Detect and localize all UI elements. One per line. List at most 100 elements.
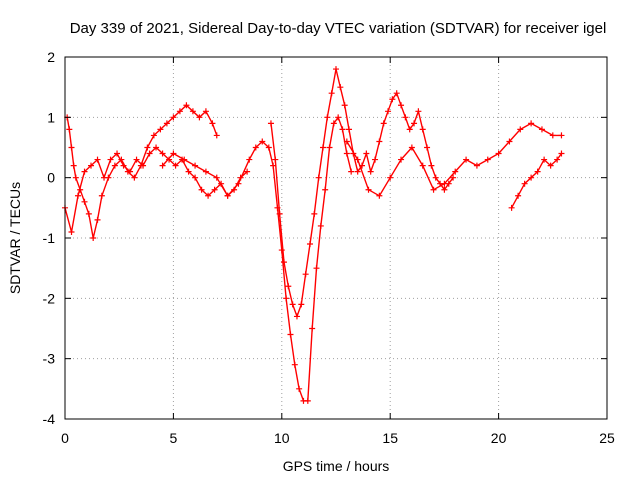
data-point — [428, 162, 435, 169]
data-point — [506, 138, 513, 145]
data-point — [343, 138, 350, 145]
data-point — [90, 235, 97, 241]
data-point — [140, 162, 147, 169]
data-point — [376, 138, 383, 145]
data-point — [276, 210, 283, 217]
data-point — [157, 126, 164, 133]
data-point — [315, 174, 322, 181]
data-point — [452, 168, 459, 175]
data-point — [311, 210, 318, 217]
data-point — [196, 114, 203, 121]
data-point — [517, 126, 524, 133]
data-point — [408, 144, 415, 151]
data-point — [120, 162, 127, 169]
data-point — [343, 150, 350, 157]
data-point — [372, 156, 379, 163]
data-point — [333, 66, 339, 73]
data-point — [213, 174, 220, 181]
y-tick-label: -2 — [43, 290, 56, 306]
data-point — [259, 138, 266, 145]
data-point — [131, 174, 138, 181]
data-point — [213, 132, 220, 139]
data-point — [265, 144, 272, 151]
data-point — [521, 180, 528, 187]
data-point — [98, 192, 105, 199]
data-point — [244, 168, 251, 175]
data-point — [70, 162, 77, 169]
data-point — [296, 385, 303, 392]
data-point — [367, 168, 374, 175]
data-point — [363, 150, 370, 157]
x-tick-label: 20 — [491, 430, 507, 446]
data-point — [424, 144, 431, 151]
data-point — [398, 102, 405, 109]
data-point — [380, 120, 387, 127]
data-point — [387, 174, 394, 181]
data-point — [495, 150, 502, 157]
data-point — [463, 156, 470, 163]
series-6 — [508, 150, 565, 211]
data-point — [163, 120, 170, 127]
x-tick-label: 5 — [170, 430, 178, 446]
data-point — [101, 174, 108, 181]
data-point — [170, 150, 177, 157]
data-point — [170, 114, 177, 121]
x-tick-label: 25 — [599, 430, 615, 446]
y-axis-label: SDTVAR / TECUs — [7, 182, 23, 294]
data-point — [450, 174, 457, 181]
data-point — [211, 186, 218, 193]
data-point — [419, 126, 426, 133]
data-point — [528, 120, 535, 127]
y-tick-label: -1 — [43, 230, 56, 246]
data-point — [159, 150, 166, 157]
data-point — [114, 150, 121, 157]
data-point — [541, 156, 548, 163]
data-point — [150, 132, 157, 139]
data-point — [68, 228, 75, 235]
data-point — [317, 222, 324, 229]
data-point — [328, 90, 335, 97]
data-point — [289, 301, 296, 308]
data-point — [293, 313, 300, 320]
data-point — [365, 186, 372, 193]
series-trace — [66, 104, 218, 239]
data-point — [209, 120, 216, 127]
data-point — [81, 168, 88, 175]
series-3 — [159, 114, 355, 404]
data-point — [393, 90, 400, 97]
data-point — [313, 265, 320, 272]
series-trace — [270, 68, 454, 318]
data-point — [107, 156, 114, 163]
data-point — [202, 108, 209, 115]
data-point — [484, 156, 491, 163]
y-tick-label: 2 — [47, 49, 55, 65]
data-point — [192, 162, 199, 169]
series-4 — [267, 66, 457, 320]
data-point — [280, 259, 287, 266]
data-point — [302, 271, 309, 278]
data-point — [198, 186, 205, 193]
data-point — [278, 247, 285, 254]
y-tick-label: 1 — [47, 109, 55, 125]
series-5 — [343, 120, 565, 199]
data-point — [337, 84, 344, 91]
data-point — [549, 132, 556, 139]
data-point — [283, 295, 290, 302]
series-trace — [162, 116, 352, 402]
data-point — [133, 156, 140, 163]
data-point — [85, 210, 92, 217]
data-point — [183, 102, 190, 109]
data-point — [298, 301, 305, 308]
data-point — [385, 108, 392, 115]
data-point — [508, 204, 515, 211]
x-axis-label: GPS time / hours — [283, 458, 390, 474]
data-point — [176, 108, 183, 115]
data-point — [528, 174, 535, 181]
data-point — [376, 192, 383, 199]
data-point — [309, 325, 316, 332]
data-point — [406, 126, 413, 133]
data-point — [354, 156, 361, 163]
data-point — [534, 168, 541, 175]
data-point — [304, 397, 311, 404]
x-tick-label: 0 — [61, 430, 69, 446]
